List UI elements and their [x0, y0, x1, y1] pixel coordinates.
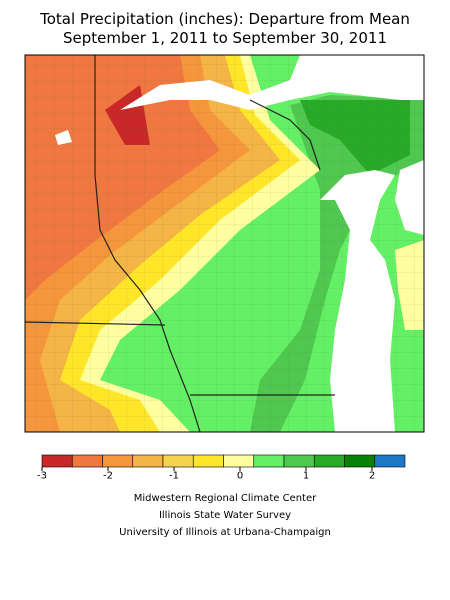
lake	[395, 160, 424, 235]
legend-swatch	[71, 454, 103, 468]
legend-tick-label: 2	[369, 470, 375, 481]
state-border	[249, 99, 321, 171]
legend-swatch	[192, 454, 224, 468]
state-border	[25, 321, 166, 326]
legend: -3 -2 -1 0 1 2	[37, 454, 406, 481]
lake	[320, 170, 395, 432]
title-line: Total Precipitation (inches): Departure …	[39, 10, 410, 28]
credit: Midwestern Regional Climate Center	[134, 493, 317, 504]
credit: University of Illinois at Urbana-Champai…	[119, 527, 331, 538]
legend-swatch	[162, 454, 194, 468]
legend-swatch	[102, 454, 134, 468]
lake	[55, 130, 72, 145]
legend-swatch	[41, 454, 73, 468]
legend-tick-label: -3	[37, 470, 47, 481]
legend-swatch	[223, 454, 255, 468]
lake	[120, 55, 424, 110]
title-line: September 1, 2011 to September 30, 2011	[63, 29, 387, 47]
state-border	[94, 55, 201, 432]
map	[24, 54, 425, 433]
legend-swatch	[313, 454, 345, 468]
legend-tick-label: 1	[303, 470, 309, 481]
legend-tick-label: -2	[103, 470, 113, 481]
legend-tick-label: 0	[237, 470, 243, 481]
legend-tick-label: -1	[169, 470, 179, 481]
map-frame	[24, 54, 425, 433]
credit: Illinois State Water Survey	[159, 510, 291, 521]
legend-swatch	[253, 454, 285, 468]
legend-swatch	[132, 454, 164, 468]
legend-swatch	[374, 454, 406, 468]
legend-swatch	[344, 454, 376, 468]
legend-swatch	[283, 454, 315, 468]
